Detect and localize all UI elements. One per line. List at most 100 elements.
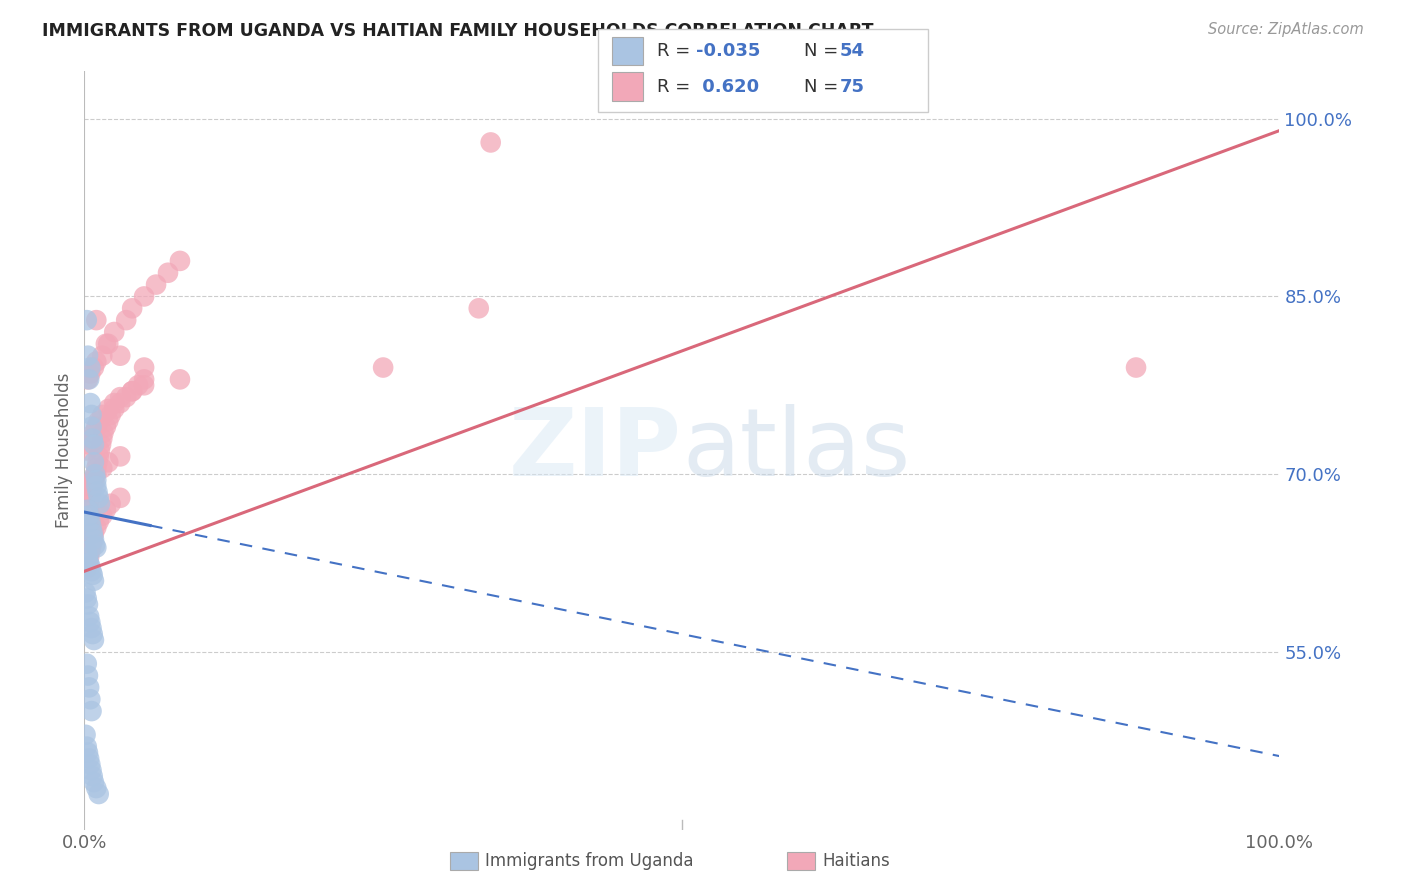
Point [82, 769, 104, 783]
Point [115, 390, 138, 404]
Point [80, 621, 103, 635]
Point [468, 301, 491, 316]
Text: N =: N = [804, 42, 844, 60]
Y-axis label: Family Households: Family Households [55, 373, 73, 528]
Point [83, 574, 105, 588]
Point [169, 253, 191, 268]
Point [86, 541, 108, 555]
Point [80, 520, 103, 534]
Point [77, 556, 100, 570]
Point [110, 450, 132, 464]
Point [86, 419, 108, 434]
Text: 54: 54 [839, 42, 865, 60]
Point [80, 564, 103, 578]
Point [86, 473, 108, 487]
Point [132, 372, 156, 386]
Point [84, 467, 107, 482]
Point [83, 533, 105, 547]
Point [80, 432, 103, 446]
Point [79, 360, 101, 375]
Point [115, 313, 138, 327]
Point [87, 450, 110, 464]
Point [86, 354, 108, 368]
Point [77, 437, 100, 451]
Point [82, 473, 104, 487]
Point [100, 408, 122, 422]
Point [87, 414, 110, 428]
Point [86, 461, 108, 475]
Point [77, 508, 100, 523]
Point [169, 372, 191, 386]
Point [94, 336, 117, 351]
Point [80, 704, 103, 718]
Point [127, 378, 149, 392]
Point [75, 728, 97, 742]
Point [132, 360, 156, 375]
Point [79, 692, 101, 706]
Point [80, 484, 103, 499]
Text: 75: 75 [839, 78, 865, 95]
Point [110, 491, 132, 505]
Text: atlas: atlas [682, 404, 910, 497]
Text: R =: R = [657, 78, 696, 95]
Point [77, 598, 100, 612]
Point [76, 526, 98, 541]
Point [79, 396, 101, 410]
Point [97, 414, 120, 428]
Point [90, 437, 112, 451]
Text: 0.620: 0.620 [696, 78, 759, 95]
Point [86, 781, 108, 796]
Point [94, 502, 117, 516]
Point [83, 437, 105, 451]
Point [76, 562, 98, 576]
Point [80, 764, 103, 778]
Point [77, 349, 100, 363]
Point [77, 556, 100, 570]
Point [91, 349, 114, 363]
Point [79, 559, 101, 574]
Point [82, 526, 104, 541]
Point [121, 301, 143, 316]
Point [76, 591, 98, 606]
Point [97, 402, 120, 417]
Point [76, 313, 98, 327]
Point [80, 538, 103, 552]
Point [79, 515, 101, 529]
Point [83, 425, 105, 440]
Point [145, 277, 167, 292]
Point [91, 408, 114, 422]
Text: Source: ZipAtlas.com: Source: ZipAtlas.com [1208, 22, 1364, 37]
Point [110, 396, 132, 410]
Point [83, 526, 105, 541]
Point [76, 739, 98, 754]
Point [82, 627, 104, 641]
Point [89, 497, 111, 511]
Point [77, 484, 100, 499]
Point [87, 515, 110, 529]
Point [83, 775, 105, 789]
Point [89, 443, 111, 458]
Point [110, 390, 132, 404]
Point [79, 615, 101, 630]
Text: IMMIGRANTS FROM UGANDA VS HAITIAN FAMILY HOUSEHOLDS CORRELATION CHART: IMMIGRANTS FROM UGANDA VS HAITIAN FAMILY… [42, 22, 873, 40]
Point [77, 668, 100, 682]
Point [77, 372, 100, 386]
Point [132, 378, 156, 392]
Point [82, 567, 104, 582]
Point [77, 550, 100, 565]
Text: ZIP: ZIP [509, 404, 682, 497]
Point [103, 402, 125, 417]
Point [76, 544, 98, 558]
Text: N =: N = [804, 78, 844, 95]
Point [82, 432, 104, 446]
Point [80, 419, 103, 434]
Point [121, 384, 143, 399]
Text: R =: R = [657, 42, 696, 60]
Text: Haitians: Haitians [823, 852, 890, 870]
Point [91, 461, 114, 475]
Point [75, 585, 97, 599]
Point [121, 384, 143, 399]
Text: Immigrants from Uganda: Immigrants from Uganda [485, 852, 693, 870]
Point [83, 360, 105, 375]
Point [79, 491, 101, 505]
